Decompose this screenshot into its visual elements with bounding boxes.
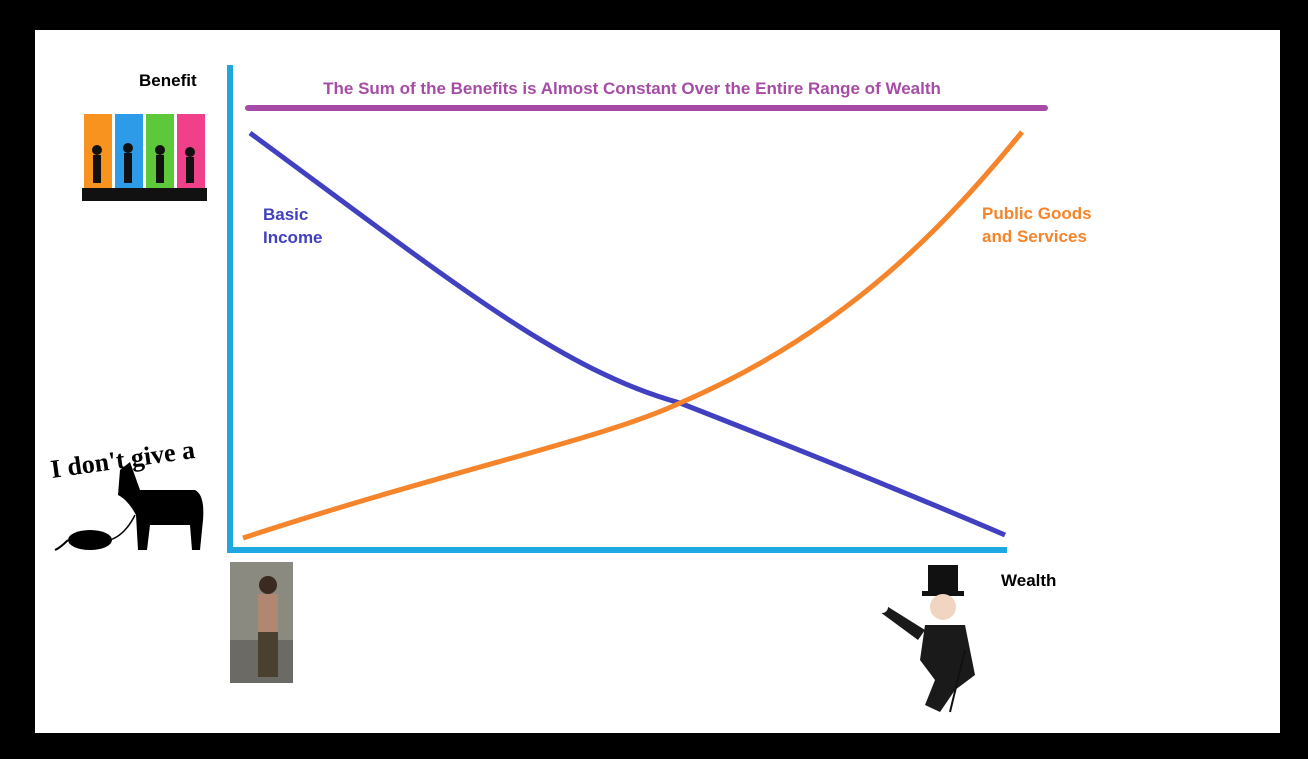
public-goods-curve [242,130,1024,541]
x-axis-label: Wealth [1001,571,1056,590]
curve-label: Basic [263,205,308,224]
curve-label: Income [263,228,323,247]
curve-label: and Services [982,227,1087,246]
curve-label: Public Goods [982,204,1092,223]
poor-boy-photo [230,562,293,683]
title: The Sum of the Benefits is Almost Consta… [323,79,941,98]
monopoly-man-image [876,565,975,713]
basic-income-curve [248,130,1006,538]
y-axis-label: Benefit [139,71,197,90]
happy-people-image [82,114,207,201]
canvas [35,30,1280,733]
